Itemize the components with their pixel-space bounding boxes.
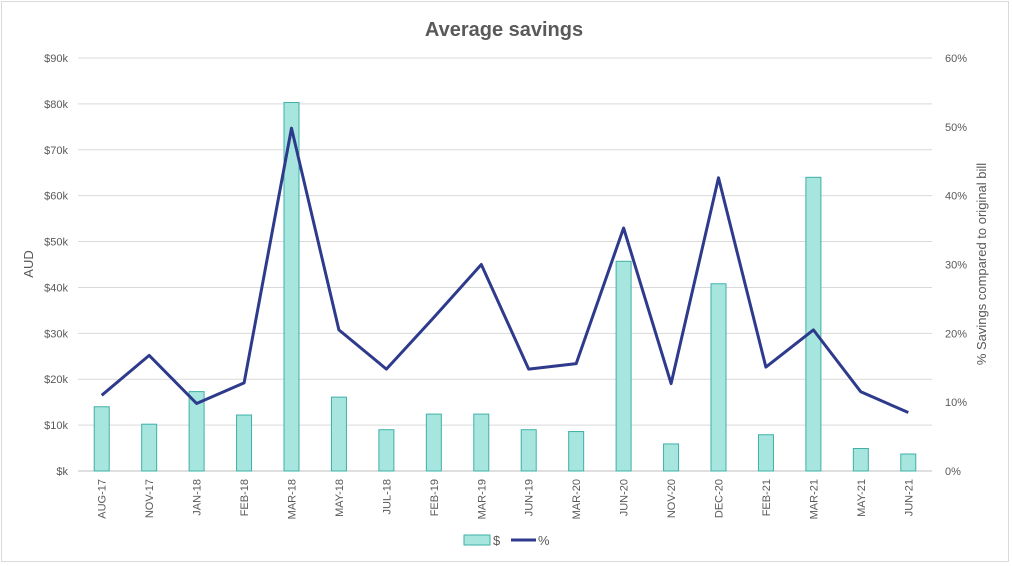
legend: $ % bbox=[463, 533, 550, 548]
y2-tick-label: 50% bbox=[945, 122, 967, 134]
y-tick-label: $10k bbox=[44, 420, 68, 432]
x-tick-label: JUN-21 bbox=[903, 479, 915, 516]
bar bbox=[236, 414, 253, 472]
x-tick-label: JAN-18 bbox=[192, 479, 204, 516]
bar bbox=[757, 434, 774, 472]
y-tick-label: $k bbox=[56, 466, 68, 478]
bar bbox=[473, 413, 490, 472]
bar bbox=[900, 453, 917, 472]
x-tick-label: AUG-17 bbox=[97, 479, 109, 519]
y-tick-label: $60k bbox=[44, 191, 68, 203]
x-tick-label: NOV-20 bbox=[666, 479, 678, 518]
x-tick-label: FEB-18 bbox=[239, 479, 251, 516]
line-series bbox=[100, 126, 909, 414]
bar bbox=[188, 391, 205, 472]
gridlines bbox=[78, 57, 932, 472]
x-axis-ticks: AUG-17 NOV-17 JAN-18 FEB-18 MAR-18 MAY-18 JUL-… bbox=[97, 479, 916, 519]
bar bbox=[615, 260, 632, 472]
right-axis-ticks: 0% 10% 20% 30% 40% 50% 60% bbox=[945, 53, 967, 478]
series-line bbox=[100, 126, 909, 414]
bar bbox=[93, 406, 110, 472]
bar bbox=[378, 429, 395, 472]
x-tick-label: MAR-21 bbox=[808, 479, 820, 519]
x-tick-label: DEC-20 bbox=[714, 479, 726, 518]
y-tick-label: $50k bbox=[44, 237, 68, 249]
bar bbox=[141, 423, 158, 472]
bar bbox=[283, 102, 300, 472]
y-tick-label: $20k bbox=[44, 374, 68, 386]
y-tick-label: $80k bbox=[44, 99, 68, 111]
x-tick-label: JUN-20 bbox=[619, 479, 631, 516]
x-tick-label: MAR-19 bbox=[476, 479, 488, 519]
y2-tick-label: 10% bbox=[945, 397, 967, 409]
x-tick-label: MAY-18 bbox=[334, 479, 346, 517]
x-tick-label: FEB-21 bbox=[761, 479, 773, 516]
x-tick-label: NOV-17 bbox=[144, 479, 156, 518]
y-tick-label: $70k bbox=[44, 145, 68, 157]
bar bbox=[520, 429, 537, 472]
bar bbox=[710, 283, 727, 472]
y2-tick-label: 30% bbox=[945, 260, 967, 272]
x-tick-label: JUL-18 bbox=[381, 479, 393, 514]
y2-axis-label: % Savings compared to original bill bbox=[974, 163, 989, 365]
y-tick-label: $90k bbox=[44, 53, 68, 65]
bar bbox=[852, 448, 869, 472]
y-axis-label: AUD bbox=[21, 250, 36, 277]
x-tick-label: MAR-20 bbox=[571, 479, 583, 519]
y2-tick-label: 40% bbox=[945, 191, 967, 203]
legend-line-label: % bbox=[538, 533, 550, 548]
chart-title: Average savings bbox=[425, 19, 583, 41]
y-tick-label: $40k bbox=[44, 282, 68, 294]
x-tick-label: FEB-19 bbox=[429, 479, 441, 516]
legend-bar-label: $ bbox=[493, 533, 501, 548]
left-axis-ticks: $k $10k $20k $30k $40k $50k $60k $70k $80k $90k bbox=[44, 53, 68, 478]
bar bbox=[663, 443, 680, 472]
x-tick-label: JUN-19 bbox=[524, 479, 536, 516]
bar-series bbox=[93, 102, 917, 472]
bar bbox=[425, 413, 442, 472]
legend-bar-swatch bbox=[463, 534, 491, 546]
y-tick-label: $30k bbox=[44, 328, 68, 340]
bar bbox=[330, 396, 347, 472]
bar bbox=[568, 431, 585, 472]
bar bbox=[805, 176, 822, 472]
x-tick-label: MAR-18 bbox=[287, 479, 299, 519]
y2-tick-label: 0% bbox=[945, 466, 961, 478]
y2-tick-label: 20% bbox=[945, 328, 967, 340]
y2-tick-label: 60% bbox=[945, 53, 967, 65]
x-tick-label: MAY-21 bbox=[856, 479, 868, 517]
